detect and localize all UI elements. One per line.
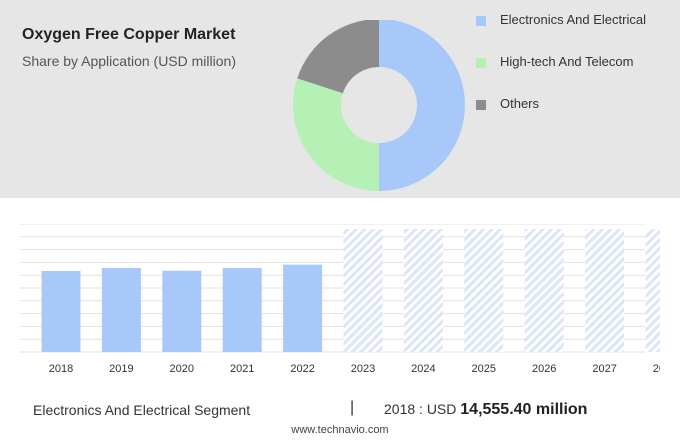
bar-2027 <box>585 229 625 352</box>
segment-year: 2018 : USD <box>384 401 457 417</box>
x-tick-label: 2027 <box>592 363 616 375</box>
chart-title: Oxygen Free Copper Market <box>22 26 236 43</box>
x-tick-label: 2020 <box>170 363 194 375</box>
donut-slice-1 <box>293 78 379 191</box>
segment-value: 2018 : USD 14,555.40 million <box>384 401 587 419</box>
legend-swatch <box>476 16 486 26</box>
x-tick-label: 2018 <box>49 363 73 375</box>
bar-2021 <box>222 267 262 352</box>
bar-2025 <box>464 229 504 352</box>
legend-item: Others <box>474 96 674 138</box>
legend-swatch <box>476 100 486 110</box>
legend-label: Electronics And Electrical <box>500 12 646 27</box>
x-tick-label: 2022 <box>290 363 314 375</box>
bar-2023 <box>343 229 383 352</box>
bar-2028 <box>645 229 660 352</box>
donut-slice-2 <box>297 20 379 94</box>
bar-2022 <box>283 264 323 352</box>
footer-separator: | <box>350 399 355 416</box>
header-panel: Oxygen Free Copper Market Share by Appli… <box>0 0 680 198</box>
legend-label: High-tech And Telecom <box>500 54 634 69</box>
x-tick-label: 2019 <box>109 363 133 375</box>
legend-item: High-tech And Telecom <box>474 54 674 96</box>
legend-item: Electronics And Electrical <box>474 12 674 54</box>
x-tick-label: 2021 <box>230 363 254 375</box>
bar-2019 <box>101 267 141 352</box>
x-tick-label: 2026 <box>532 363 556 375</box>
source-url[interactable]: www.technavio.com <box>291 424 389 436</box>
legend-label: Others <box>500 96 540 111</box>
donut-chart <box>293 20 465 191</box>
segment-amount: 14,555.40 million <box>460 401 588 418</box>
x-tick-label: 2028 <box>653 363 660 375</box>
x-tick-label: 2024 <box>411 363 435 375</box>
bar-chart: 2018 2019 2020 2021 2022 2023 2024 2025 2026 2027… <box>20 224 660 375</box>
segment-label: Electronics And Electrical Segment <box>33 402 251 418</box>
bar-2026 <box>524 229 564 352</box>
bar-2024 <box>403 229 443 352</box>
legend: Electronics And Electrical High-tech And … <box>474 12 674 138</box>
x-tick-label: 2025 <box>472 363 496 375</box>
x-tick-label: 2023 <box>351 363 375 375</box>
donut-slice-0 <box>379 20 465 191</box>
bar-2018 <box>41 270 81 352</box>
bar-2020 <box>162 270 202 352</box>
legend-swatch <box>476 58 486 68</box>
chart-subtitle: Share by Application (USD million) <box>22 53 236 69</box>
